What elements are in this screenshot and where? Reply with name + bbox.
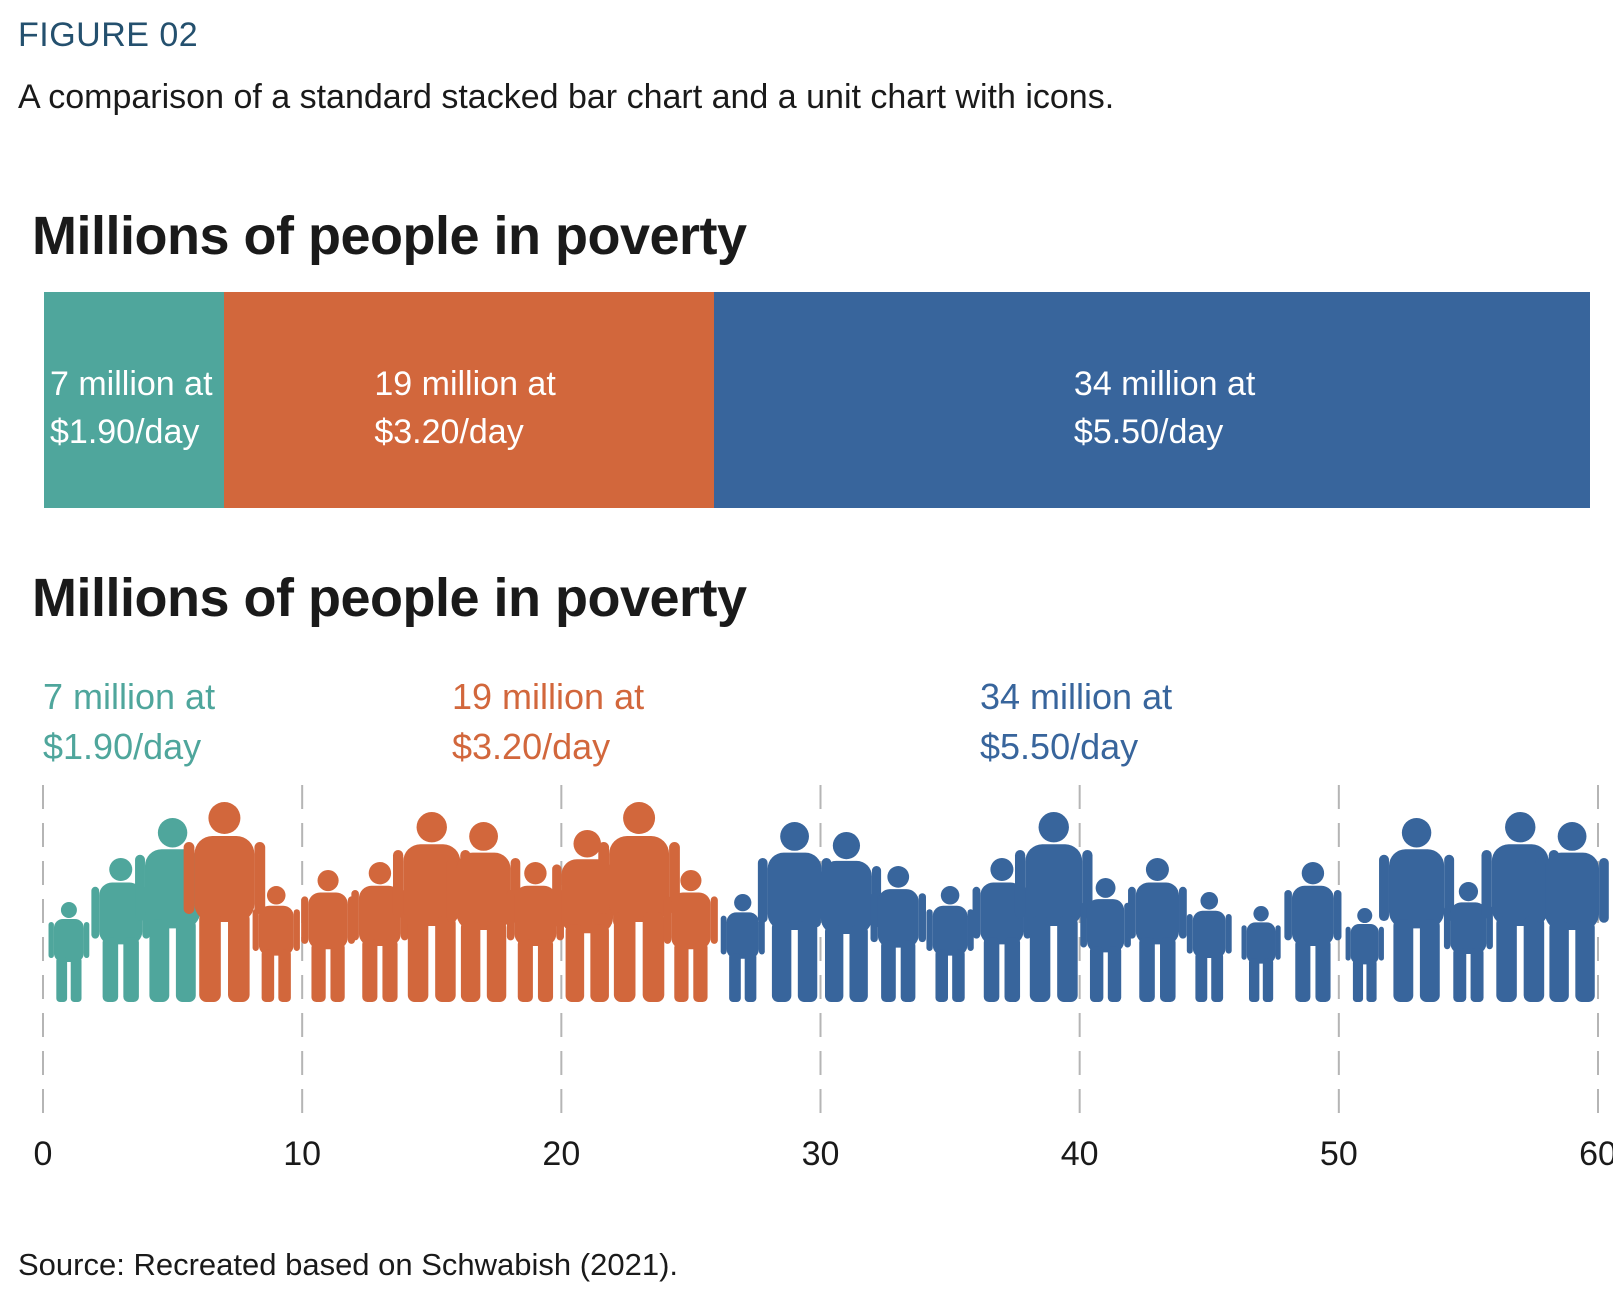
source-note: Source: Recreated based on Schwabish (20…	[18, 1247, 679, 1282]
person-silhouette-icon	[870, 866, 926, 1002]
person-silhouette-icon	[1186, 892, 1232, 1002]
bar-chart-title: Millions of people in poverty	[32, 206, 747, 266]
person-silhouette-icon	[663, 870, 718, 1002]
person-silhouette-icon	[1379, 818, 1455, 1002]
bar-segment: 7 million at $1.90/day	[44, 292, 225, 508]
person-silhouette-icon	[1284, 862, 1342, 1002]
bar-segment: 19 million at $3.20/day	[224, 292, 714, 508]
person-silhouette-icon	[720, 894, 765, 1002]
x-tick-label: 20	[542, 1135, 581, 1173]
unit-label-line: $5.50/day	[980, 726, 1139, 767]
x-tick-label: 50	[1319, 1135, 1358, 1173]
x-tick-label: 40	[1060, 1135, 1099, 1173]
unit-label-line: $1.90/day	[43, 726, 202, 767]
unit-label-line: 19 million at	[452, 676, 645, 717]
unit-chart	[42, 785, 1609, 1125]
person-silhouette-icon	[1345, 908, 1384, 1002]
person-silhouette-icon	[351, 862, 409, 1002]
bar-segment: 34 million at $5.50/day	[713, 292, 1590, 508]
person-silhouette-icon	[1014, 812, 1093, 1002]
unit-group-label: 7 million at $1.90/day	[43, 672, 215, 772]
unit-group-label: 19 million at $3.20/day	[452, 672, 644, 772]
bar-data-label: 7 million at	[50, 365, 213, 403]
person-silhouette-icon	[1535, 822, 1609, 1002]
person-silhouette-icon	[1241, 906, 1281, 1002]
bar-data-label: $1.90/day	[50, 413, 200, 451]
unit-label-line: $3.20/day	[452, 726, 611, 767]
stacked-bar: 7 million at $1.90/day 19 million at $3.20/…	[44, 292, 1590, 508]
unit-group-label: 34 million at $5.50/day	[980, 672, 1172, 772]
x-tick-label: 0	[33, 1135, 53, 1173]
unit-label-line: 7 million at	[43, 676, 216, 717]
x-tick-label: 10	[283, 1135, 322, 1173]
person-silhouette-icon	[926, 886, 974, 1002]
figure-label: FIGURE 02	[18, 16, 199, 54]
person-silhouette-icon	[48, 902, 90, 1002]
bar-data-label: 34 million at	[1073, 365, 1256, 403]
x-tick-label: 60	[1579, 1135, 1613, 1173]
bar-data-label: 19 million at	[374, 365, 556, 403]
person-silhouette-icon	[972, 858, 1032, 1002]
person-silhouette-icon	[301, 870, 356, 1002]
person-silhouette-icon	[252, 886, 300, 1002]
unit-chart-title: Millions of people in poverty	[32, 568, 747, 628]
x-tick-label: 30	[801, 1135, 840, 1173]
person-silhouette-icon	[757, 822, 832, 1002]
unit-label-line: 34 million at	[980, 676, 1173, 717]
figure-subtitle: A comparison of a standard stacked bar c…	[18, 78, 1115, 116]
person-silhouette-icon	[1128, 858, 1187, 1002]
person-silhouette-icon	[598, 802, 680, 1002]
person-silhouette-icon	[392, 812, 471, 1002]
person-silhouette-icon	[1080, 878, 1131, 1002]
bar-data-label: $3.20/day	[374, 413, 524, 451]
bar-data-label: $5.50/day	[1073, 413, 1224, 451]
person-silhouette-icon	[183, 802, 266, 1002]
